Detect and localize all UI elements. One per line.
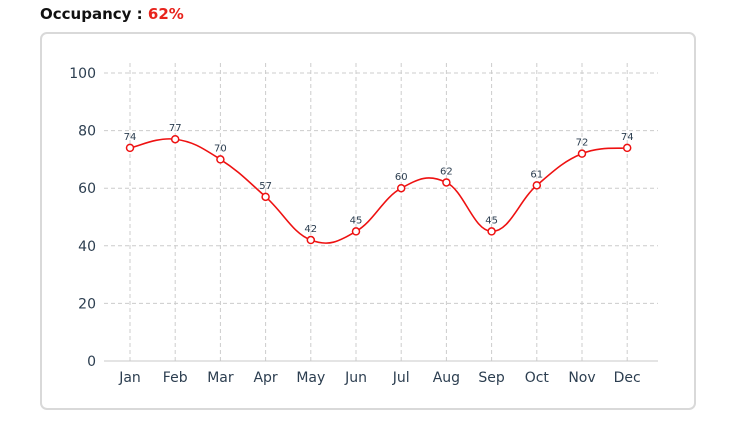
data-point — [532, 181, 542, 190]
data-label: 74 — [124, 132, 137, 143]
data-label: 72 — [576, 138, 589, 149]
data-label: 42 — [304, 224, 317, 235]
occupancy-header: Occupancy : 62% — [40, 5, 184, 25]
x-tick-label: Dec — [614, 370, 641, 386]
data-label: 57 — [259, 181, 272, 192]
x-tick-label: Apr — [253, 370, 277, 386]
data-point — [577, 149, 587, 158]
data-point — [216, 155, 225, 164]
data-label: 45 — [350, 215, 363, 226]
x-tick-label: Jul — [392, 370, 410, 386]
y-tick-label: 100 — [69, 66, 96, 82]
data-point — [261, 192, 270, 202]
data-point — [442, 178, 451, 187]
data-point — [170, 134, 180, 144]
data-point — [306, 235, 316, 245]
y-tick-label: 80 — [78, 124, 96, 140]
data-label: 70 — [214, 143, 227, 154]
x-tick-label: Nov — [568, 370, 595, 386]
x-tick-label: Jun — [344, 370, 367, 386]
y-tick-label: 0 — [87, 354, 96, 370]
data-label: 62 — [440, 166, 453, 177]
y-tick-label: 60 — [78, 181, 96, 197]
data-label: 60 — [395, 172, 408, 183]
x-tick-label: May — [296, 370, 325, 386]
occupancy-label: Occupancy : — [40, 5, 143, 23]
data-label: 45 — [485, 215, 498, 226]
occupancy-value: 62% — [147, 5, 184, 23]
x-tick-label: Sep — [478, 370, 505, 386]
data-point — [125, 143, 135, 153]
series-line — [129, 138, 628, 244]
data-point — [396, 183, 406, 193]
y-tick-label: 20 — [78, 296, 96, 312]
x-tick-label: Oct — [525, 370, 550, 386]
x-tick-label: Aug — [433, 370, 460, 386]
data-label: 77 — [169, 123, 182, 134]
data-point — [487, 227, 496, 236]
x-tick-label: Jan — [118, 370, 141, 386]
x-tick-label: Feb — [163, 370, 188, 386]
data-point — [622, 143, 632, 153]
data-point — [351, 227, 361, 236]
x-tick-label: Mar — [207, 370, 234, 386]
data-label: 61 — [530, 169, 543, 180]
y-tick-label: 40 — [78, 239, 96, 255]
data-label: 74 — [621, 132, 634, 143]
